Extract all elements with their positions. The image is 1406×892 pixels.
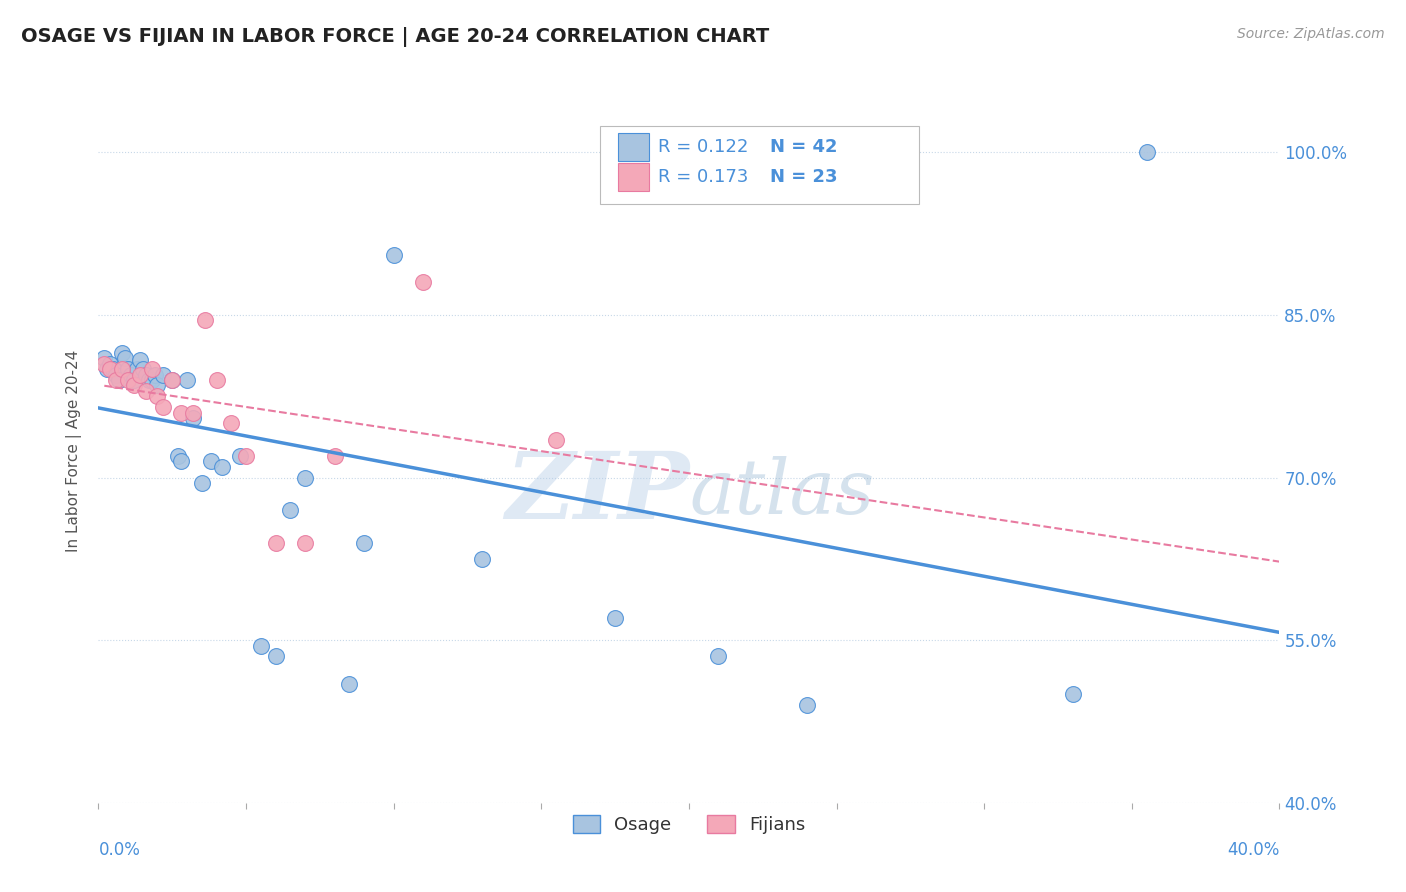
Point	[264, 649, 287, 664]
Point	[152, 400, 174, 414]
Text: R = 0.173: R = 0.173	[658, 168, 748, 186]
Point	[146, 378, 169, 392]
Point	[170, 405, 193, 419]
Point	[229, 449, 252, 463]
Point	[111, 346, 134, 360]
Text: atlas: atlas	[689, 456, 875, 530]
Point	[1062, 687, 1084, 701]
FancyBboxPatch shape	[619, 133, 648, 161]
Text: ZIP: ZIP	[505, 448, 689, 538]
Point	[181, 411, 204, 425]
Point	[796, 698, 818, 713]
Point	[235, 449, 257, 463]
Point	[108, 373, 131, 387]
Point	[93, 351, 115, 366]
Point	[170, 454, 193, 468]
Text: OSAGE VS FIJIAN IN LABOR FORCE | AGE 20-24 CORRELATION CHART: OSAGE VS FIJIAN IN LABOR FORCE | AGE 20-…	[21, 27, 769, 46]
Point	[120, 368, 142, 382]
Point	[138, 373, 160, 387]
Text: 0.0%: 0.0%	[98, 841, 141, 859]
Point	[103, 362, 125, 376]
Point	[294, 535, 316, 549]
Point	[141, 362, 163, 376]
Point	[128, 368, 150, 382]
Point	[167, 449, 190, 463]
Y-axis label: In Labor Force | Age 20-24: In Labor Force | Age 20-24	[66, 350, 83, 551]
Point	[191, 475, 214, 490]
Legend: Osage, Fijians: Osage, Fijians	[564, 805, 814, 843]
FancyBboxPatch shape	[619, 163, 648, 191]
Point	[339, 676, 361, 690]
Point	[143, 368, 166, 382]
Point	[96, 362, 118, 376]
Text: 40.0%: 40.0%	[1227, 841, 1279, 859]
Text: N = 23: N = 23	[770, 168, 838, 186]
Point	[93, 357, 115, 371]
Point	[105, 373, 128, 387]
Text: Source: ZipAtlas.com: Source: ZipAtlas.com	[1237, 27, 1385, 41]
Point	[211, 459, 233, 474]
Point	[221, 417, 243, 431]
Point	[181, 405, 204, 419]
Point	[412, 276, 434, 290]
Point	[98, 362, 121, 376]
Point	[152, 368, 174, 382]
Point	[471, 552, 494, 566]
Point	[707, 649, 730, 664]
Point	[111, 362, 134, 376]
Point	[280, 503, 302, 517]
Point	[264, 535, 287, 549]
Point	[200, 454, 222, 468]
Point	[117, 373, 139, 387]
Point	[176, 373, 198, 387]
Point	[605, 611, 627, 625]
Point	[132, 362, 155, 376]
Point	[135, 368, 157, 382]
Point	[294, 470, 316, 484]
Text: R = 0.122: R = 0.122	[658, 137, 748, 156]
Point	[250, 639, 273, 653]
Point	[162, 373, 183, 387]
Point	[194, 313, 217, 327]
Point	[162, 373, 183, 387]
Point	[128, 353, 150, 368]
Point	[125, 362, 148, 376]
Point	[382, 248, 405, 262]
Point	[353, 535, 375, 549]
FancyBboxPatch shape	[600, 127, 920, 204]
Point	[105, 368, 128, 382]
Point	[114, 351, 136, 366]
Point	[546, 433, 568, 447]
Point	[98, 357, 121, 371]
Point	[135, 384, 157, 398]
Point	[146, 389, 169, 403]
Point	[141, 373, 163, 387]
Point	[205, 373, 228, 387]
Point	[122, 378, 145, 392]
Point	[122, 373, 145, 387]
Point	[323, 449, 346, 463]
Point	[1136, 145, 1159, 160]
Text: N = 42: N = 42	[770, 137, 838, 156]
Point	[117, 362, 139, 376]
